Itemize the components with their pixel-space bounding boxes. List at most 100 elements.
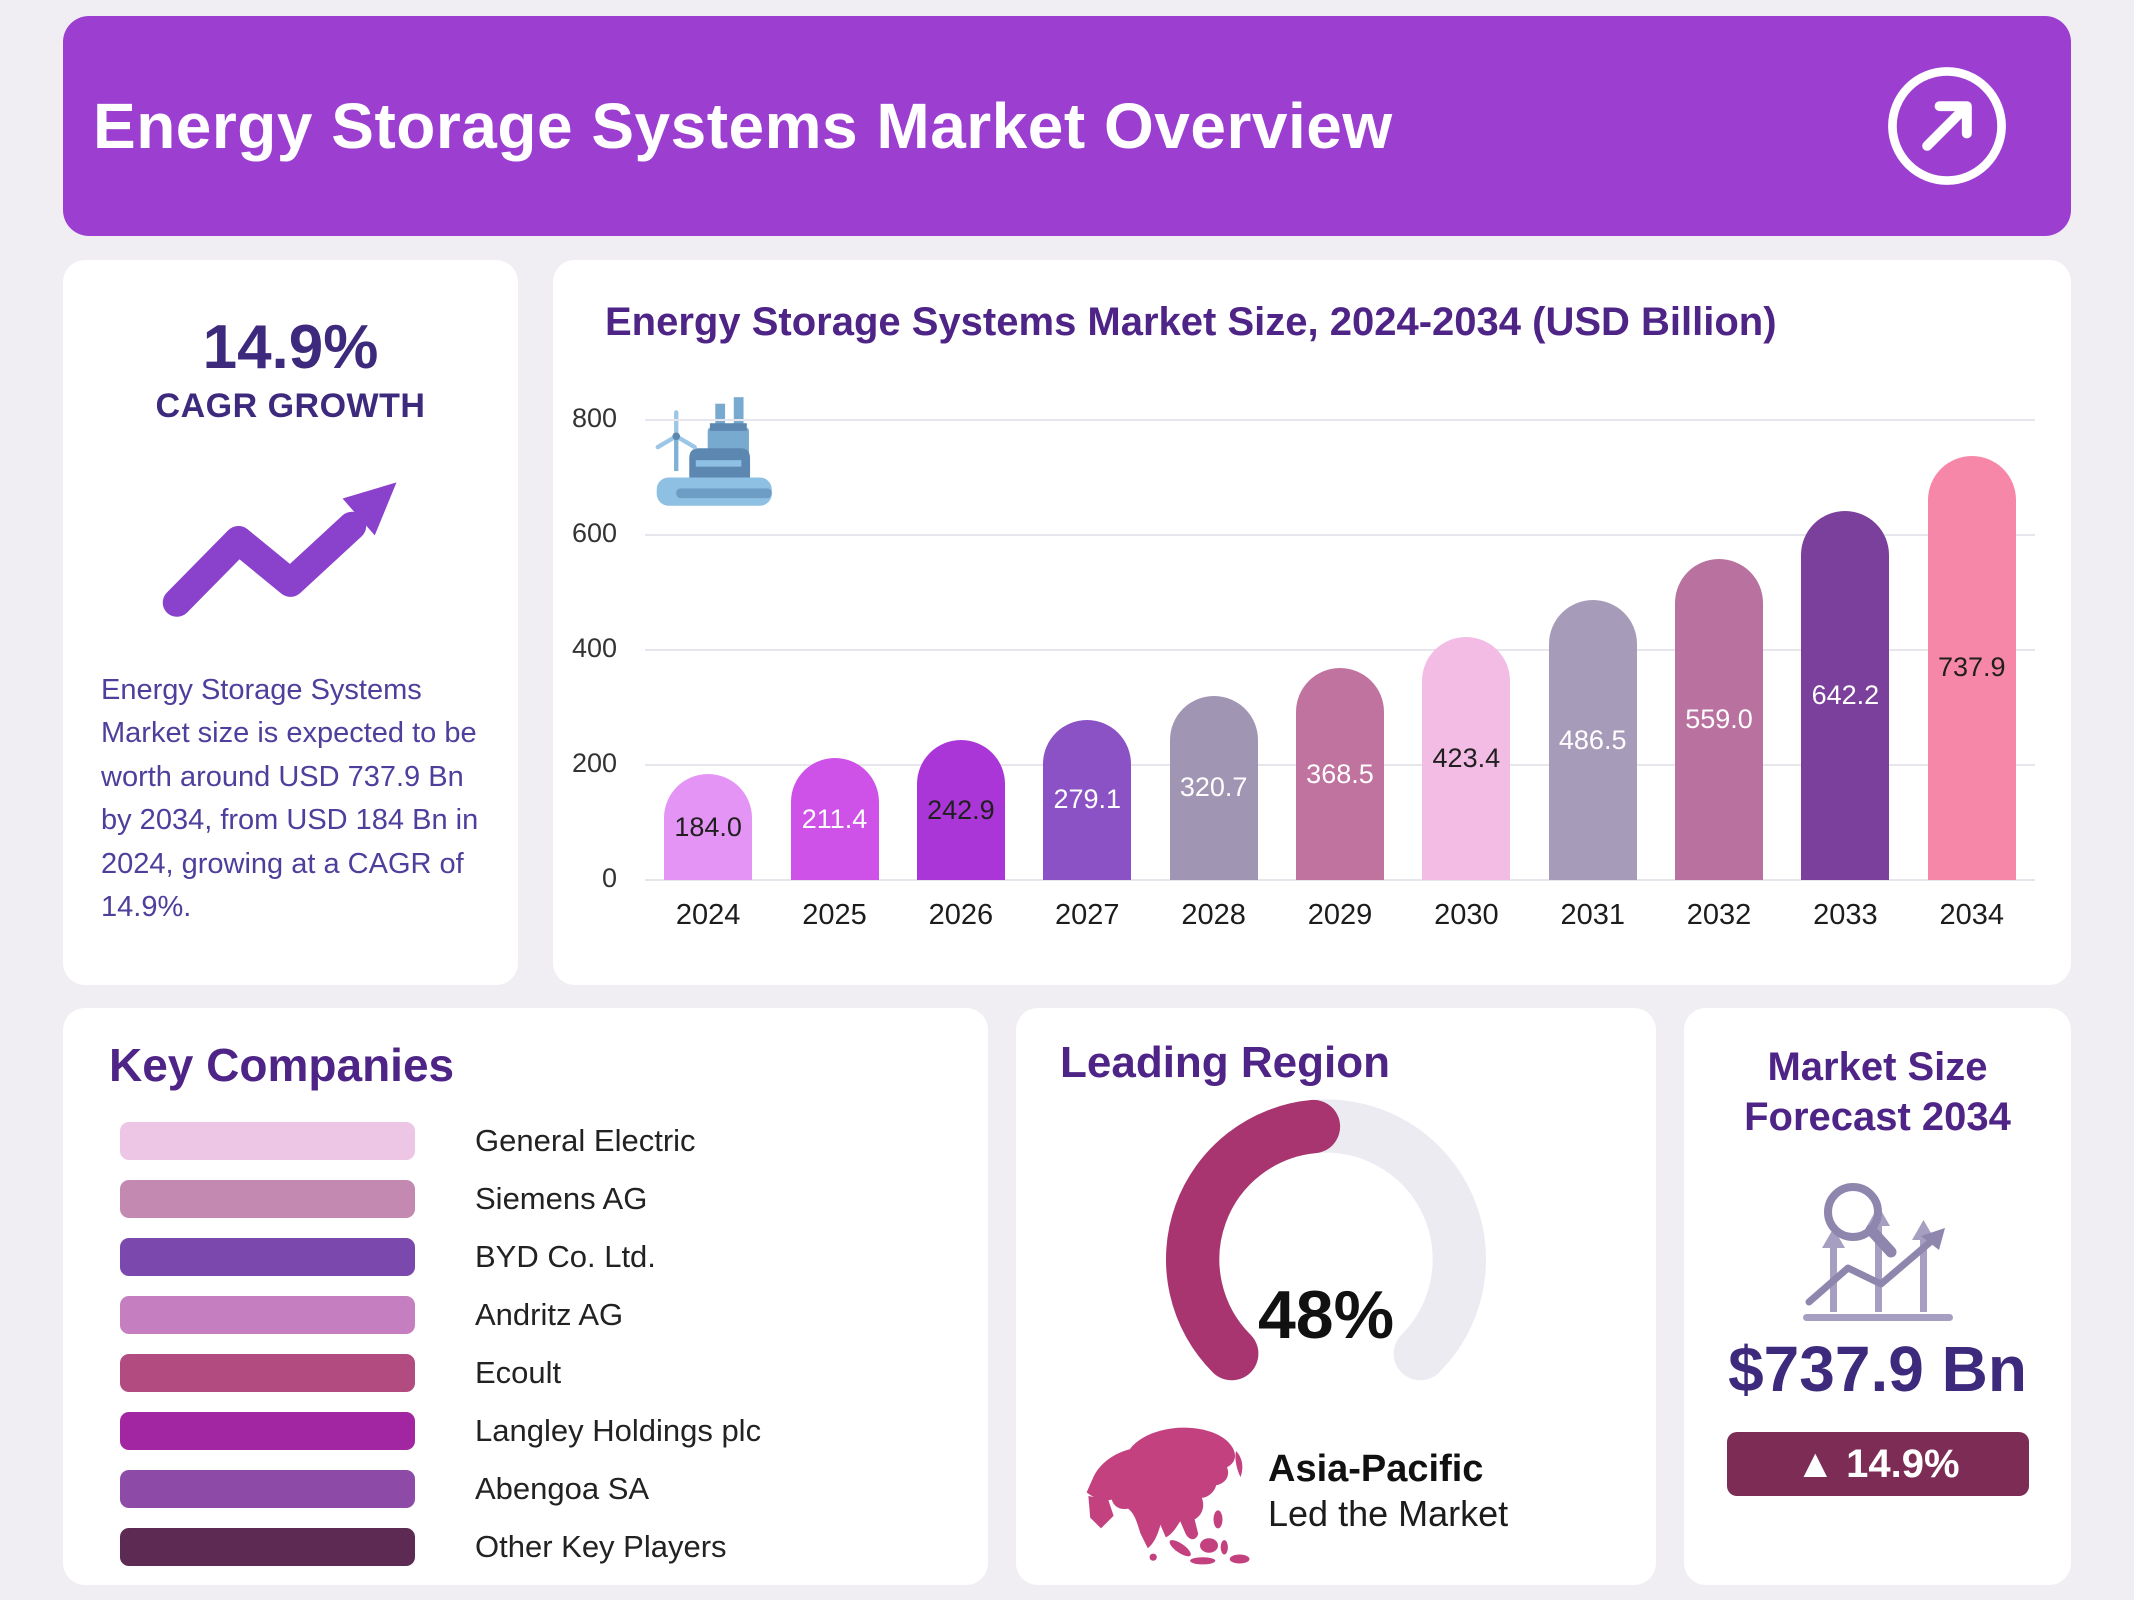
bar-column: 242.9 2026 (898, 420, 1024, 931)
company-color-bar (120, 1296, 415, 1334)
bar-column: 279.1 2027 (1024, 420, 1150, 931)
leading-region-subtitle: Led the Market (1268, 1493, 1509, 1534)
bar-column: 737.9 2034 (1909, 420, 2035, 931)
bar-value-label: 642.2 (1811, 679, 1880, 710)
header-banner: Energy Storage Systems Market Overview (63, 16, 2071, 236)
forecast-title: Market Size Forecast 2034 (1744, 1045, 2011, 1139)
x-tick-label: 2034 (1939, 899, 2005, 931)
cagr-card: 14.9% CAGR GROWTH Energy Storage Systems… (63, 260, 518, 985)
chart-bars: 184.0 2024 211.4 2025 242.9 2026 279.1 2027 320.… (645, 420, 2035, 931)
gridline (645, 534, 2035, 536)
company-color-bar (120, 1238, 415, 1276)
company-color-bar (120, 1122, 415, 1160)
company-color-bar (120, 1528, 415, 1566)
company-color-bar (120, 1180, 415, 1218)
bar-column: 211.4 2025 (771, 420, 897, 931)
gauge-fill (1166, 1099, 1341, 1381)
bar-value-label: 211.4 (801, 803, 868, 834)
energy-plant-icon (655, 397, 772, 506)
y-tick-label: 400 (571, 633, 617, 663)
leading-region-name: Asia-Pacific (1268, 1448, 1484, 1490)
chart-y-axis: 0 200 400 600 800 (553, 403, 631, 893)
bar-column: 642.2 2033 (1782, 420, 1908, 931)
bar-column: 559.0 2032 (1656, 420, 1782, 931)
leading-region-text: Asia-Pacific Led the Market (1268, 1448, 1508, 1535)
bar-2027: 279.1 (1043, 719, 1132, 880)
bar-value-label: 559.0 (1685, 703, 1753, 734)
bar-2032: 559.0 (1675, 558, 1764, 880)
gridline (645, 649, 2035, 651)
bar-2031: 486.5 (1548, 600, 1637, 880)
bar-value-label: 737.9 (1937, 652, 2006, 683)
external-arrow-button[interactable] (1885, 64, 2009, 188)
x-tick-label: 2025 (802, 899, 867, 931)
bar-column: 368.5 2029 (1277, 420, 1403, 931)
forecast-value: $737.9 Bn (1728, 1333, 2027, 1405)
bar-2030: 423.4 (1422, 636, 1511, 880)
company-row: Siemens AG (120, 1170, 948, 1228)
forecast-card: Market Size Forecast 2034 $737.9 Bn ▲ 14… (1684, 1008, 2071, 1585)
bar-value-label: 423.4 (1432, 742, 1501, 773)
x-tick-label: 2032 (1686, 899, 1752, 931)
company-name: Other Key Players (475, 1529, 727, 1564)
bar-value-label: 368.5 (1306, 758, 1374, 789)
cagr-description: Energy Storage Systems Market size is ex… (101, 673, 479, 924)
company-row: Langley Holdings plc (120, 1402, 948, 1460)
bar-2024: 184.0 (664, 774, 753, 880)
company-name: Andritz AG (475, 1297, 624, 1332)
x-tick-label: 2028 (1181, 899, 1246, 931)
page-title: Energy Storage Systems Market Overview (93, 90, 1393, 162)
bar-2034: 737.9 (1927, 455, 2016, 880)
arrow-up-right-icon (1888, 67, 2006, 185)
bar-2029: 368.5 (1295, 668, 1384, 880)
gridline (645, 879, 2035, 881)
bar-column: 184.0 2024 (645, 420, 771, 931)
y-tick-label: 800 (571, 403, 617, 433)
bar-column: 423.4 2030 (1403, 420, 1529, 931)
bar-column: 320.7 2028 (1150, 420, 1276, 931)
company-name: Siemens AG (475, 1181, 648, 1216)
company-row: BYD Co. Ltd. (120, 1228, 948, 1286)
market-size-chart-card: Energy Storage Systems Market Size, 2024… (553, 260, 2071, 985)
x-tick-label: 2033 (1813, 899, 1878, 931)
company-row: Abengoa SA (120, 1460, 948, 1518)
bar-2025: 211.4 (790, 758, 879, 880)
x-tick-label: 2030 (1434, 899, 1499, 931)
company-name: General Electric (475, 1123, 696, 1158)
cagr-value: 14.9% (202, 313, 379, 382)
key-companies-title: Key Companies (109, 1039, 455, 1091)
gauge-percent-label: 48% (1257, 1277, 1395, 1353)
y-tick-label: 600 (571, 518, 617, 548)
chart-title: Energy Storage Systems Market Size, 2024… (605, 300, 1777, 344)
company-name: Ecoult (475, 1355, 562, 1390)
y-tick-label: 0 (601, 863, 617, 893)
x-tick-label: 2027 (1055, 899, 1120, 931)
company-name: Abengoa SA (475, 1471, 650, 1506)
company-name: Langley Holdings plc (475, 1413, 762, 1448)
company-color-bar (120, 1354, 415, 1392)
leading-region-card: Leading Region 48% (1016, 1008, 1656, 1585)
bar-value-label: 184.0 (674, 811, 742, 842)
region-share-gauge (1166, 1099, 1486, 1381)
bar-value-label: 486.5 (1558, 724, 1627, 755)
bar-value-label: 320.7 (1179, 772, 1248, 803)
forecast-growth-label: ▲ 14.9% (1795, 1441, 1960, 1486)
bar-value-label: 242.9 (927, 794, 995, 825)
leading-region-detail: Asia-Pacific Led the Market (1074, 1406, 1632, 1577)
x-tick-label: 2024 (675, 899, 741, 931)
bar-2028: 320.7 (1169, 695, 1258, 880)
cagr-label: CAGR GROWTH (155, 387, 426, 425)
leading-region-title: Leading Region (1060, 1038, 1390, 1087)
asia-map-icon (1086, 1427, 1250, 1565)
company-row: Andritz AG (120, 1286, 948, 1344)
key-companies-list: General Electric Siemens AG BYD Co. Ltd. An… (120, 1112, 948, 1576)
y-tick-label: 200 (571, 748, 617, 778)
company-color-bar (120, 1412, 415, 1450)
x-tick-label: 2031 (1560, 899, 1625, 931)
bar-2026: 242.9 (916, 740, 1005, 880)
x-tick-label: 2026 (928, 899, 994, 931)
trend-up-arrow-icon (162, 482, 397, 617)
x-tick-label: 2029 (1307, 899, 1373, 931)
bar-column: 486.5 2031 (1530, 420, 1656, 931)
